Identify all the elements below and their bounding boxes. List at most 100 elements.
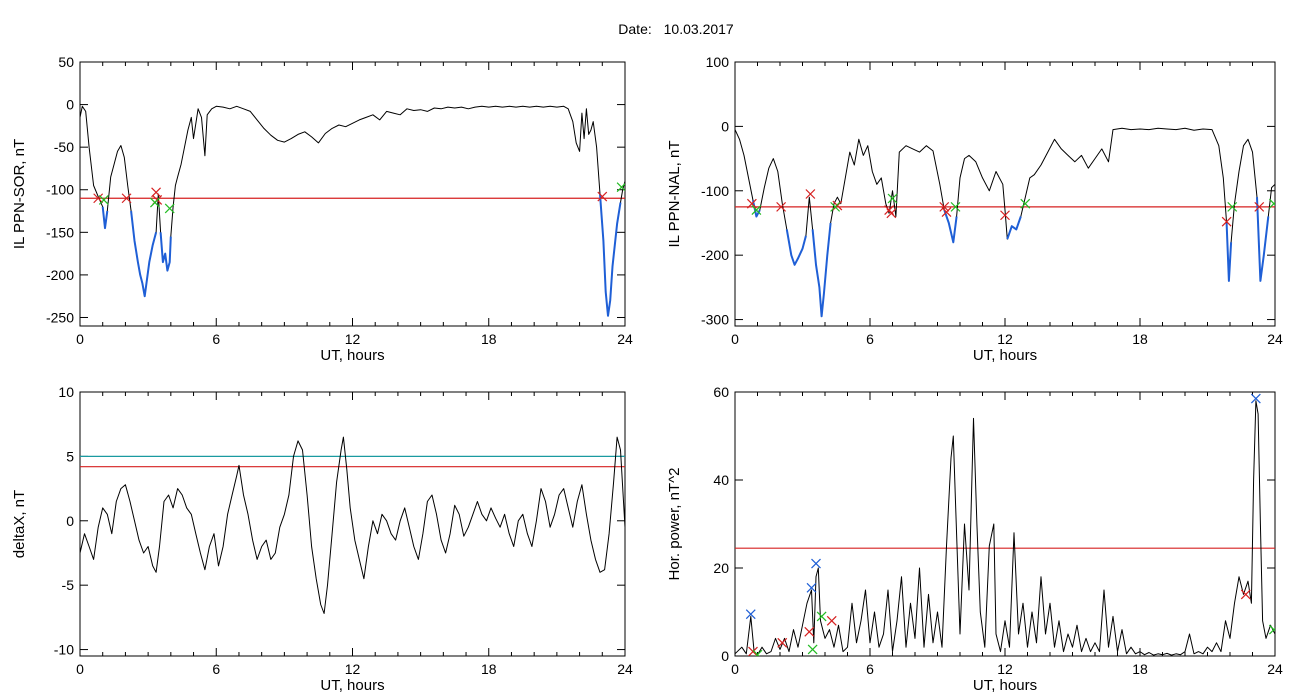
event-marker: [98, 195, 109, 205]
highlight-segment: [599, 193, 622, 317]
event-marker-stroke-b: [616, 182, 625, 193]
event-marker-stroke-b: [755, 649, 763, 656]
event-marker-stroke-b: [777, 637, 788, 648]
event-marker-stroke-b: [807, 644, 818, 655]
event-marker-stroke-b: [939, 201, 950, 212]
panel-il-ppn-sor: 0 6 12 18 24 50 0 -50 -100 -150 -200 -250 UT, hours I…: [11, 54, 633, 364]
event-marker: [597, 191, 608, 202]
plot-area: [80, 436, 625, 614]
x-tick-label: 6: [866, 331, 874, 347]
figure-title-date: 10.03.2017: [664, 21, 734, 37]
data-series-line: [735, 400, 1275, 656]
y-tick-label: 40: [713, 472, 729, 488]
panel-delta-x: 0 6 12 18 24 10 5 0 -5 -10 UT, hours deltaX, nT: [11, 384, 633, 694]
event-marker: [811, 558, 821, 569]
y-tick-label: 5: [66, 448, 74, 464]
y-tick-label: 100: [706, 54, 730, 70]
highlight-segment: [943, 209, 958, 244]
y-tick-label: -50: [54, 139, 74, 155]
highlight-segment: [1006, 216, 1022, 240]
event-marker: [748, 646, 758, 656]
event-marker: [1268, 624, 1275, 635]
data-series-line: [80, 436, 625, 614]
event-marker-stroke-b: [1227, 201, 1238, 212]
event-marker-stroke-b: [776, 201, 787, 212]
y-axis-title: Hor. power, nT^2: [666, 468, 683, 581]
event-marker: [1227, 201, 1238, 212]
plot-frame: [79, 61, 626, 327]
event-marker-stroke-b: [748, 646, 758, 656]
event-marker-stroke-b: [804, 626, 815, 637]
plot-area: [735, 393, 1275, 656]
event-marker-stroke-b: [884, 205, 895, 216]
event-marker: [1254, 201, 1265, 212]
event-marker: [776, 201, 787, 212]
event-marker-stroke-b: [150, 197, 160, 208]
event-marker: [805, 189, 816, 199]
event-marker-stroke-b: [751, 205, 762, 216]
highlight-segment: [159, 232, 172, 272]
event-marker-stroke-b: [1268, 201, 1275, 209]
y-tick-label: -100: [46, 182, 74, 198]
x-tick-label: 0: [731, 661, 739, 677]
y-tick-label: -200: [46, 267, 74, 283]
figure-title-label: Date:: [618, 21, 651, 37]
y-tick-label: -150: [46, 224, 74, 240]
event-marker: [806, 582, 817, 593]
x-axis-title: UT, hours: [320, 347, 384, 364]
x-tick-label: 6: [866, 661, 874, 677]
event-marker: [751, 205, 762, 216]
event-marker: [1000, 210, 1010, 221]
x-tick-label: 18: [481, 661, 497, 677]
plot-frame: [734, 391, 1276, 657]
y-axis-title: IL PPN-SOR, nT: [11, 139, 28, 249]
y-tick-label: 0: [721, 118, 729, 134]
event-marker-stroke-b: [597, 191, 608, 202]
event-marker: [745, 609, 756, 620]
y-tick-label: 0: [721, 648, 729, 664]
panel-il-ppn-nal: 0 6 12 18 24 100 0 -100 -200 -300 UT, hours IL PPN-…: [666, 54, 1283, 364]
event-marker: [777, 637, 788, 648]
x-tick-label: 12: [997, 331, 1013, 347]
plot-frame: [734, 61, 1276, 327]
event-marker-stroke-b: [121, 193, 132, 204]
y-tick-label: 0: [66, 513, 74, 529]
event-marker-stroke-b: [886, 208, 897, 219]
event-marker-stroke-b: [1020, 198, 1031, 209]
x-tick-label: 24: [617, 661, 633, 677]
event-marker: [807, 644, 818, 655]
y-tick-label: 60: [713, 384, 729, 400]
x-tick-label: 24: [617, 331, 633, 347]
event-marker: [830, 201, 841, 212]
event-marker: [1240, 589, 1251, 600]
event-marker-stroke-b: [1221, 216, 1232, 227]
event-marker: [804, 626, 815, 637]
x-tick-label: 6: [212, 331, 220, 347]
event-marker-stroke-b: [950, 201, 961, 212]
event-marker-stroke-b: [832, 200, 843, 211]
event-marker: [816, 611, 827, 622]
event-marker-stroke-b: [745, 609, 756, 620]
event-marker-stroke-b: [93, 193, 104, 204]
x-tick-label: 12: [345, 661, 361, 677]
event-marker: [939, 201, 950, 212]
highlight-segment: [1256, 197, 1270, 282]
figure-title: Date: 10.03.2017: [618, 21, 734, 37]
event-marker-stroke-b: [746, 198, 757, 209]
highlight-segment: [130, 210, 158, 298]
event-marker-stroke-b: [830, 201, 841, 212]
event-marker: [832, 200, 843, 211]
event-marker-stroke-b: [1250, 393, 1261, 404]
panel-horizontal-power: 0 6 12 18 24 60 40 20 0 UT, hours Hor. power, nT^2: [666, 384, 1283, 694]
x-tick-label: 24: [1267, 331, 1283, 347]
data-series-line: [80, 105, 625, 317]
highlight-segment: [101, 206, 109, 230]
x-tick-label: 0: [76, 661, 84, 677]
event-marker-stroke-b: [887, 193, 898, 204]
event-marker: [1268, 198, 1275, 209]
y-axis-title: IL PPN-NAL, nT: [666, 141, 683, 248]
x-tick-label: 12: [345, 331, 361, 347]
event-marker-stroke-b: [811, 558, 821, 569]
highlight-segment: [1225, 222, 1233, 282]
